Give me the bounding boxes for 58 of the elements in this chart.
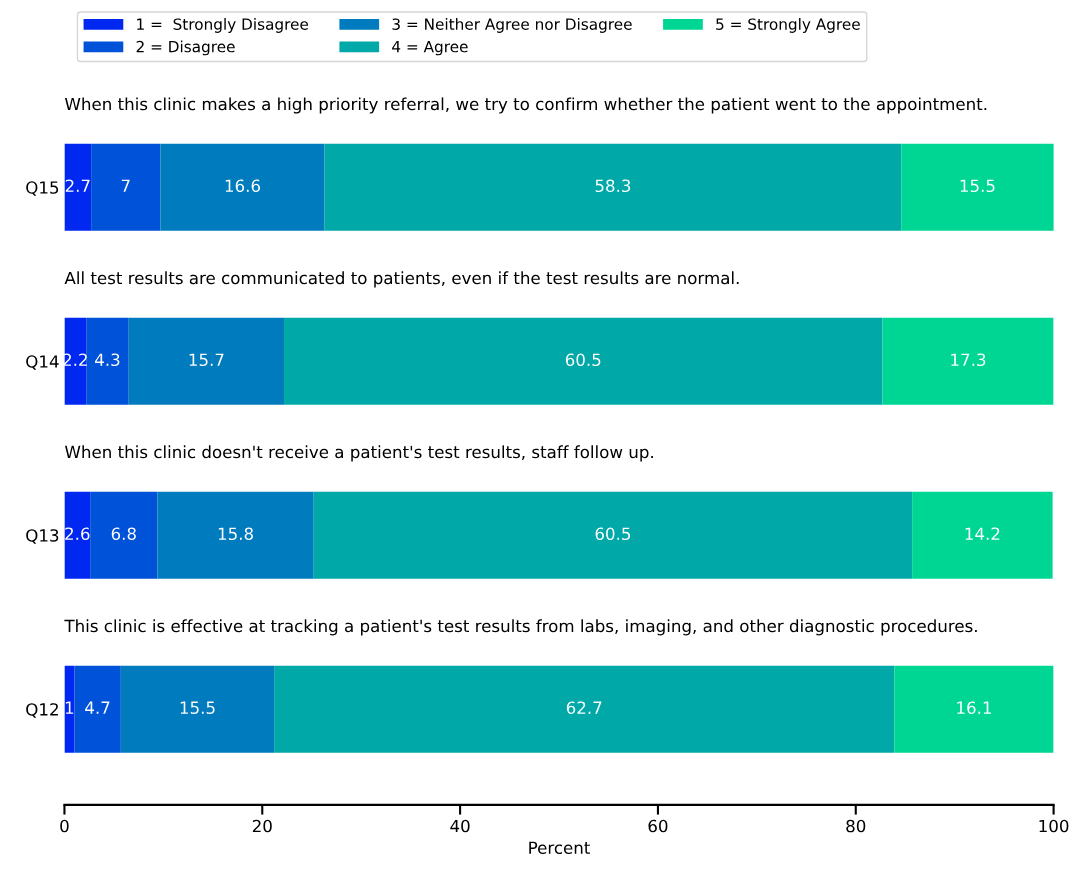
- legend-label: 2 = Disagree: [136, 40, 235, 56]
- data-label: 4.7: [85, 701, 110, 714]
- bar: [120, 665, 275, 753]
- bar: [90, 491, 158, 579]
- bar: [128, 317, 285, 405]
- data-label: 2.6: [65, 527, 90, 541]
- bar: [894, 665, 1054, 753]
- data-label: 15.8: [218, 527, 253, 541]
- bar: [74, 665, 121, 753]
- bar: [324, 143, 902, 231]
- y-tick-label: Q13: [26, 529, 59, 544]
- bar: [64, 491, 91, 579]
- data-label: 4.3: [95, 353, 120, 367]
- x-tick-label: 100: [1039, 819, 1069, 833]
- bar: [912, 491, 1053, 579]
- annotation: All test results are communicated to patients, even if the test results are normal.: [64, 271, 739, 288]
- bar: [86, 317, 129, 405]
- y-tick-label: Q14: [26, 355, 59, 370]
- bar: [274, 665, 895, 753]
- legend-label: 3 = Neither Agree nor Disagree: [392, 18, 632, 33]
- data-label: 14.2: [965, 527, 1000, 540]
- bar: [882, 317, 1054, 405]
- bar: [64, 317, 87, 405]
- data-label: 15.5: [180, 701, 215, 714]
- bar: [313, 491, 913, 579]
- y-tick-label: Q12: [26, 703, 58, 718]
- data-label: 2.7: [65, 179, 90, 192]
- data-label: 1: [65, 701, 74, 714]
- x-tick-label: 0: [60, 819, 69, 833]
- x-tick-label: 60: [648, 819, 668, 833]
- annotation: When this clinic doesn't receive a patient's test results, staff follow up.: [64, 445, 653, 462]
- annotation: This clinic is effective at tracking a patient's test results from labs, imaging, and other diagnostic procedures.: [64, 619, 977, 636]
- x-tick-label: 80: [846, 819, 866, 833]
- data-label: 16.1: [957, 701, 991, 714]
- x-axis-title: Percent: [529, 841, 590, 855]
- bar: [157, 491, 314, 579]
- data-label: 60.5: [565, 353, 601, 367]
- data-label: 62.7: [566, 701, 602, 714]
- bar: [64, 143, 92, 231]
- bar: [901, 143, 1054, 231]
- legend-label: 5 = Strongly Agree: [716, 18, 860, 33]
- bar: [160, 143, 325, 231]
- data-label: 7: [121, 179, 130, 192]
- data-label: 6.8: [111, 527, 136, 541]
- legend-label: 1 = Strongly Disagree: [137, 18, 309, 33]
- x-tick-label: 20: [252, 819, 272, 833]
- x-tick-label: 40: [450, 819, 470, 833]
- annotation: When this clinic makes a high priority referral, we try to confirm whether the patient went to the appointment.: [64, 97, 987, 114]
- y-tick-label: Q15: [26, 181, 59, 196]
- bar: [91, 143, 161, 231]
- data-label: 58.3: [595, 179, 631, 193]
- data-label: 60.5: [595, 527, 631, 541]
- data-label: 17.3: [951, 353, 986, 367]
- data-label: 15.5: [960, 179, 995, 193]
- legend-label: 4 = Agree: [392, 41, 468, 56]
- bar: [284, 317, 883, 405]
- data-label: 15.7: [189, 353, 224, 367]
- data-label: 16.6: [225, 179, 260, 193]
